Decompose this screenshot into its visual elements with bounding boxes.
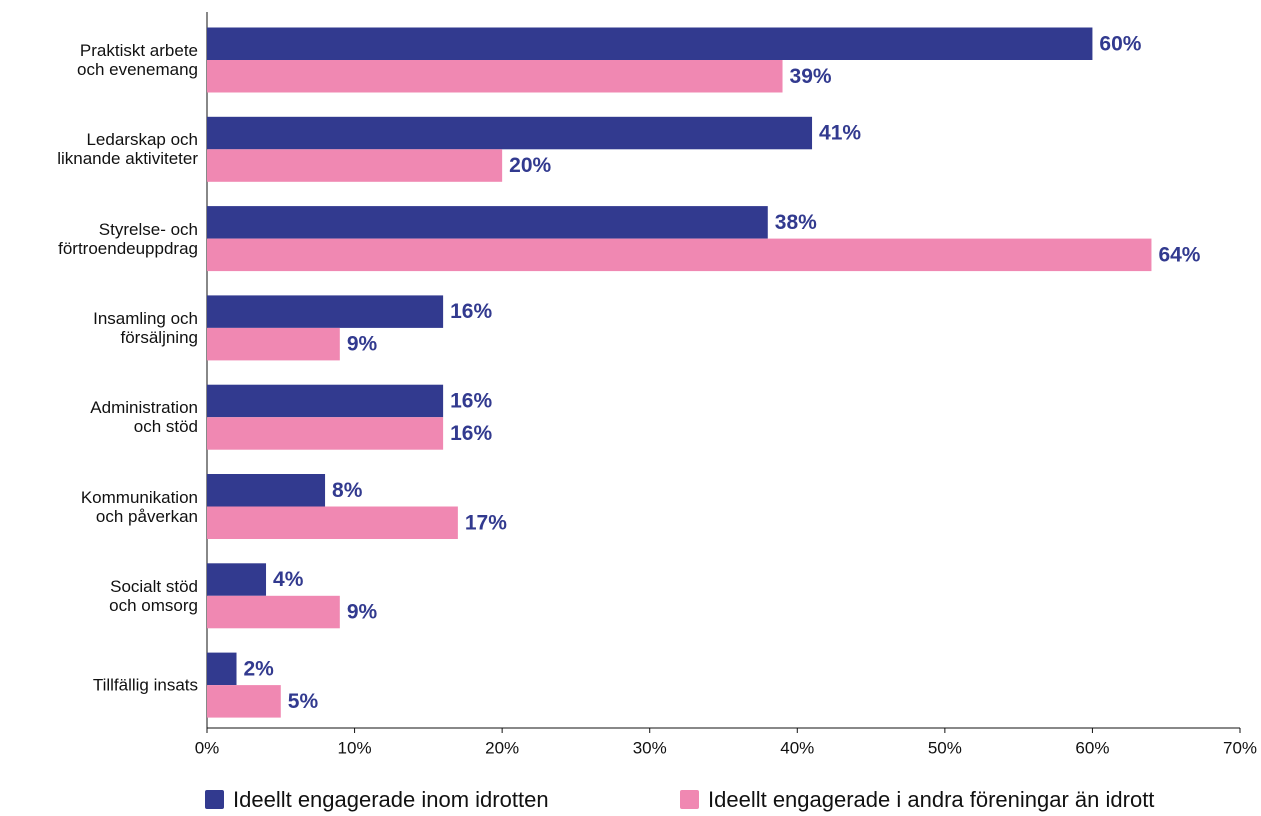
bar	[207, 60, 783, 93]
value-label: 8%	[332, 479, 363, 502]
value-label: 39%	[790, 65, 832, 88]
x-tick-label: 70%	[1223, 738, 1257, 757]
value-label: 38%	[775, 211, 817, 234]
x-tick-label: 50%	[928, 738, 962, 757]
x-tick-label: 20%	[485, 738, 519, 757]
x-tick-label: 30%	[633, 738, 667, 757]
bar	[207, 116, 813, 150]
x-tick-label: 60%	[1075, 738, 1109, 757]
value-label: 16%	[450, 389, 492, 412]
bar	[207, 595, 340, 629]
bar	[207, 384, 444, 418]
bar	[207, 206, 768, 239]
bar	[207, 295, 444, 328]
value-label: 64%	[1158, 243, 1200, 266]
y-tick-label: Insamling och försäljning	[93, 308, 198, 347]
y-tick-label: Ledarskap och liknande aktiviteter	[57, 130, 198, 169]
x-tick-label: 40%	[780, 738, 814, 757]
value-label: 60%	[1099, 32, 1141, 55]
legend-swatch	[205, 790, 224, 809]
y-tick-label: Administration och stöd	[90, 398, 198, 437]
y-tick-label: Tillfällig insats	[92, 675, 198, 695]
value-label: 16%	[450, 422, 492, 445]
bar	[207, 652, 237, 686]
legend-label: Ideellt engagerade inom idrotten	[233, 787, 549, 812]
bar	[207, 506, 458, 539]
y-tick-label: Socialt stöd och omsorg	[109, 576, 198, 615]
bar	[207, 417, 444, 450]
bar	[207, 27, 1093, 60]
value-label: 9%	[347, 333, 378, 356]
bar	[207, 474, 326, 507]
y-tick-label: Kommunikation och påverkan	[80, 487, 198, 526]
value-label: 16%	[450, 300, 492, 323]
y-tick-label: Styrelse- och förtroendeuppdrag	[58, 219, 198, 258]
bar	[207, 238, 1152, 272]
value-label: 41%	[819, 122, 861, 145]
value-label: 17%	[465, 511, 507, 534]
bar	[207, 327, 340, 361]
y-tick-label: Praktiskt arbete och evenemang	[77, 41, 198, 79]
x-tick-label: 0%	[195, 738, 220, 757]
bar	[207, 685, 281, 718]
legend-label: Ideellt engagerade i andra föreningar än…	[708, 787, 1154, 812]
bar	[207, 563, 267, 596]
x-tick-label: 10%	[338, 738, 372, 757]
bar	[207, 149, 503, 182]
legend-swatch	[680, 790, 699, 809]
value-label: 4%	[273, 568, 304, 591]
value-label: 20%	[509, 154, 551, 177]
value-label: 9%	[347, 601, 378, 624]
value-label: 2%	[244, 657, 275, 680]
value-label: 5%	[288, 690, 319, 713]
